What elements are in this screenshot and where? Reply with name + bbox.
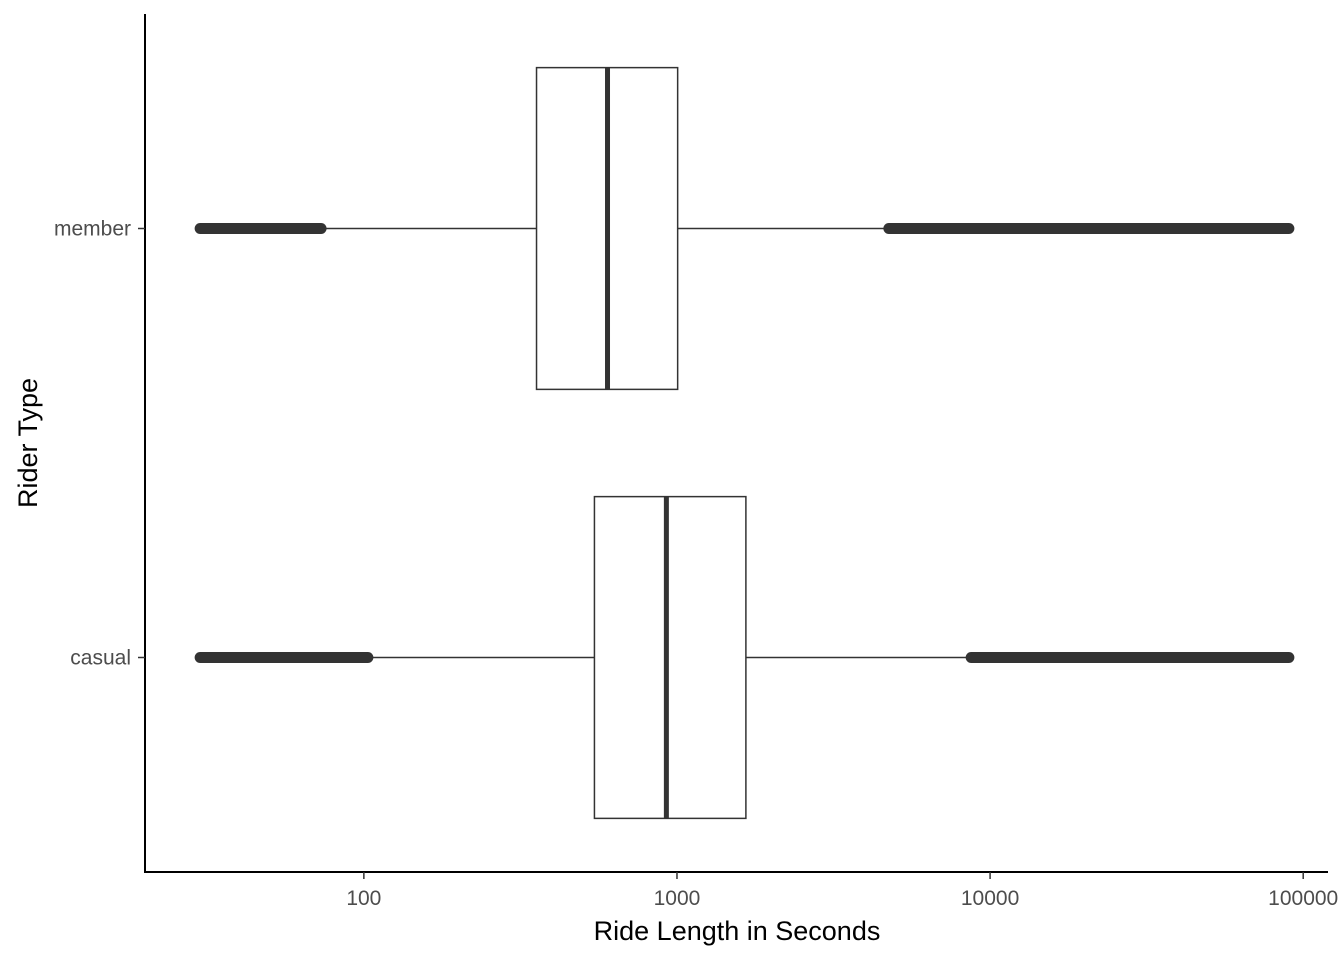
axes [144,14,1328,873]
y-tick-label: member [54,218,131,241]
x-tick-label: 10000 [961,887,1019,910]
box-iqr [593,495,747,820]
y-axis-title: Rider Type [13,378,43,508]
box-casual [194,495,1295,820]
box-member [194,66,1295,391]
x-tick-label: 100 [346,887,381,910]
x-ticks: 100 1000 10000 100000 [346,872,1338,910]
boxes [194,66,1295,820]
x-axis-title: Ride Length in Seconds [594,916,881,946]
y-ticks: member casual [54,218,145,670]
y-tick-label: casual [70,647,131,670]
x-tick-label: 1000 [654,887,701,910]
x-tick-label: 100000 [1268,887,1338,910]
